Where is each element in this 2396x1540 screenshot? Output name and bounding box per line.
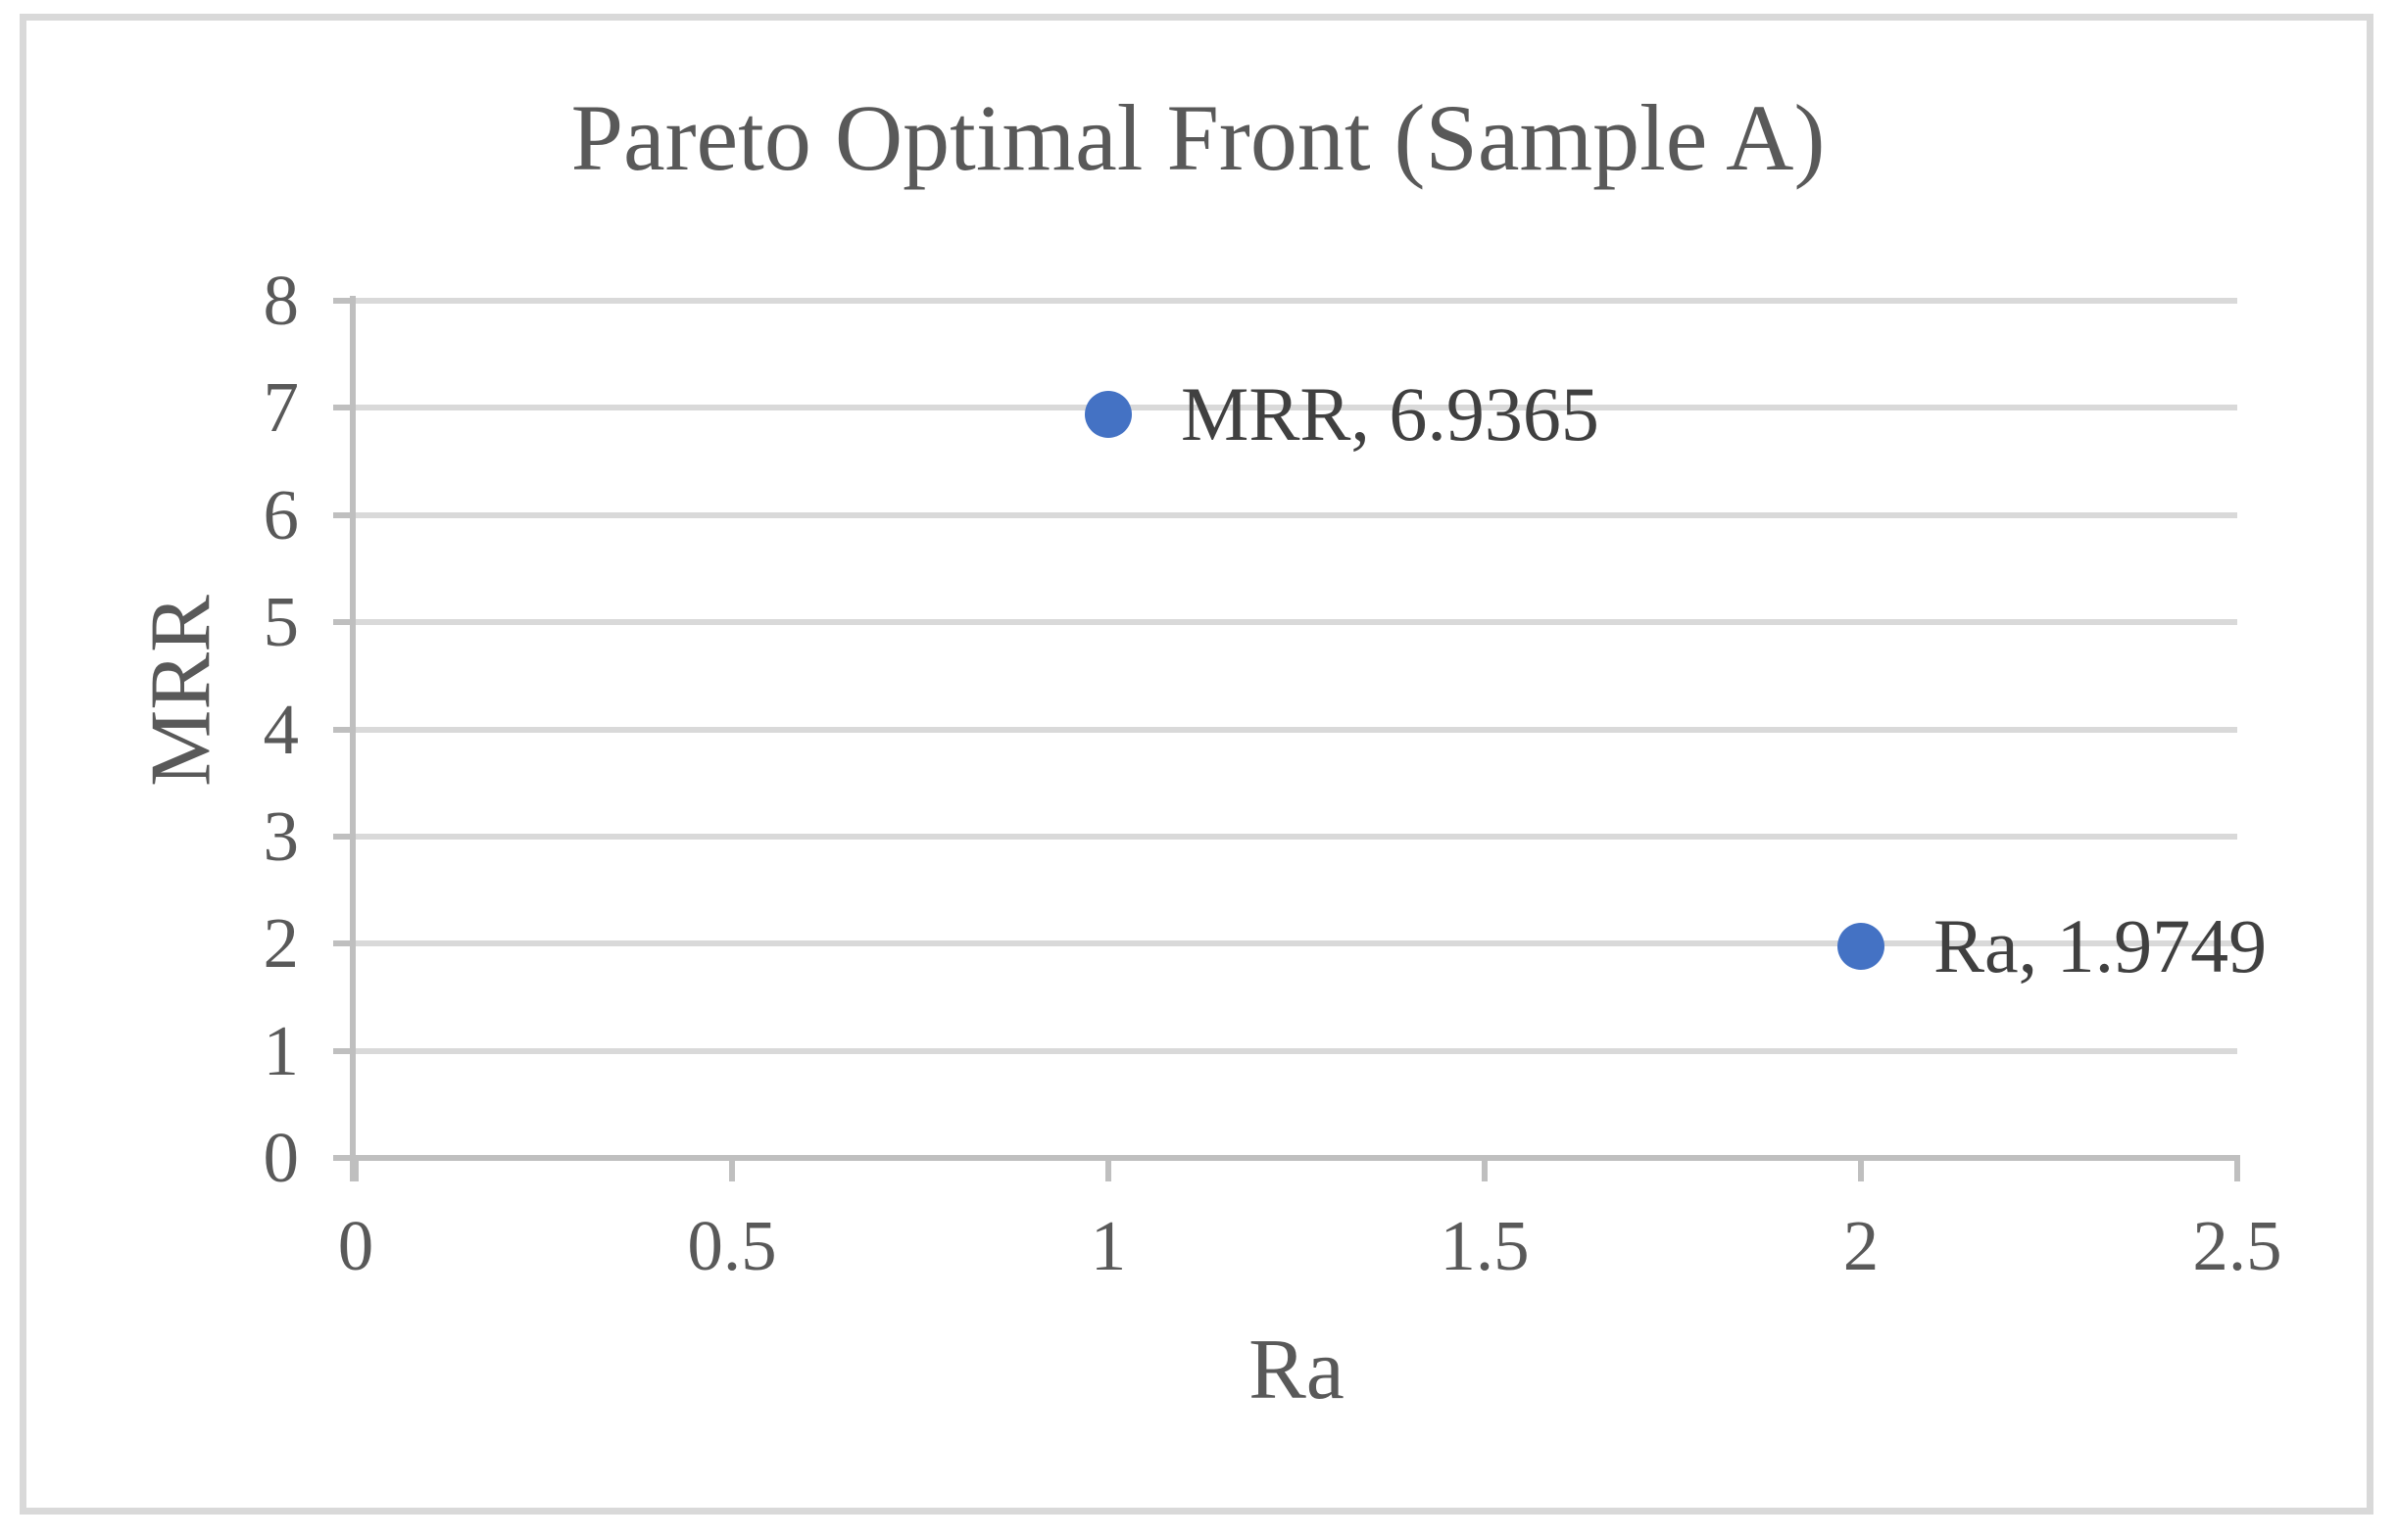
y-tick-label: 5 [263,582,300,662]
y-tick-label: 1 [263,1010,300,1090]
y-tick-label: 8 [263,261,300,340]
h-gridline [356,511,2237,518]
chart-title: Pareto Optimal Front (Sample A) [570,85,1826,190]
y-axis-line [350,296,356,1181]
x-axis-title: Ra [1248,1323,1345,1418]
h-gridline [356,726,2237,733]
y-tick-mark [333,511,356,518]
x-axis-line [350,1155,2240,1161]
x-tick-label: 2 [1842,1206,1880,1285]
h-gridline [356,1047,2237,1054]
x-tick-mark [353,1158,359,1181]
y-tick-mark [333,405,356,411]
y-tick-mark [333,1047,356,1054]
x-tick-mark [729,1158,735,1181]
x-tick-label: 0.5 [687,1206,777,1285]
y-tick-label: 0 [263,1118,300,1197]
h-gridline [356,833,2237,840]
x-tick-mark [2234,1158,2240,1181]
x-tick-label: 2.5 [2192,1206,2282,1285]
y-tick-label: 3 [263,795,300,876]
y-tick-mark [333,619,356,626]
y-tick-mark [333,726,356,733]
x-tick-mark [1482,1158,1488,1181]
x-tick-mark [1858,1158,1864,1181]
x-tick-mark [1105,1158,1111,1181]
y-tick-mark [333,1155,356,1161]
y-tick-mark [333,298,356,304]
h-gridline [356,940,2237,947]
h-gridline [356,619,2237,626]
x-tick-label: 0 [337,1206,374,1285]
h-gridline [356,405,2237,411]
y-tick-mark [333,833,356,840]
y-tick-label: 2 [263,903,300,984]
y-tick-label: 6 [263,474,300,554]
y-tick-mark [333,940,356,947]
x-tick-label: 1 [1090,1206,1127,1285]
h-gridline [356,298,2237,304]
data-point-label: MRR, 6.9365 [1181,371,1599,457]
y-tick-label: 7 [263,367,300,448]
data-point-ra [1837,922,1884,970]
figure-border [20,14,2373,1515]
data-point-label: Ra, 1.9749 [1933,902,2268,988]
y-tick-label: 4 [263,689,300,769]
data-point-mrr [1085,391,1132,439]
x-tick-label: 1.5 [1440,1206,1530,1285]
